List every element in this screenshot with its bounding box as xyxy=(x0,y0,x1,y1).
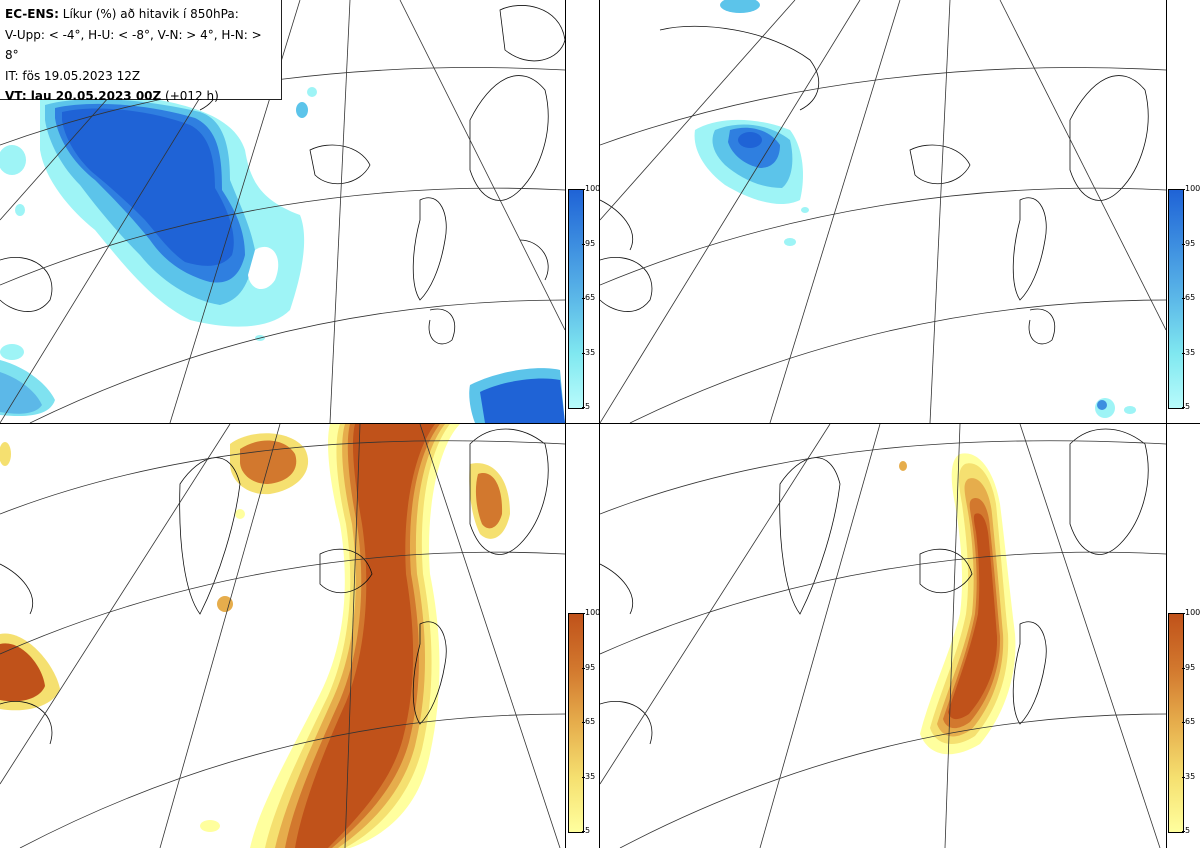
probability-field xyxy=(694,0,1136,418)
colorbar-tick-label: 5 xyxy=(1185,402,1191,411)
valid-time-line: VT: lau 20.05.2023 00Z (+012 h) xyxy=(5,86,276,107)
colorbar-segment xyxy=(569,353,583,408)
colorbar-tick-label: 35 xyxy=(585,347,596,357)
coastlines xyxy=(600,428,1149,745)
colorbar-segment xyxy=(1169,190,1183,245)
graticule xyxy=(0,424,565,848)
colorbar-tick-label: 100 xyxy=(585,184,601,193)
map-panel-warm-plus4 xyxy=(0,424,565,848)
colorbar-tick xyxy=(1182,722,1185,723)
colorbar-tick xyxy=(582,189,585,190)
probability-field xyxy=(0,424,510,848)
panel-divider xyxy=(599,0,600,848)
map-svg xyxy=(600,424,1166,848)
colorbar-tick xyxy=(1182,667,1185,669)
valid-time: VT: lau 20.05.2023 00Z xyxy=(5,89,162,103)
colorbar-tick-label: 100 xyxy=(1185,608,1200,617)
probability-field xyxy=(899,453,1016,755)
threshold-line: V-Upp: < -4°, H-U: < -8°, V-N: > 4°, H-N… xyxy=(5,27,262,63)
colorbar-tick-label: 65 xyxy=(585,717,596,726)
colorbar-gradient xyxy=(1168,613,1184,833)
panel-divider xyxy=(565,0,566,848)
colorbar-tick xyxy=(1182,407,1185,408)
map-panel-warm-plus8 xyxy=(600,424,1166,848)
graticule xyxy=(600,424,1166,848)
map-svg xyxy=(0,424,565,848)
colorbar-tick xyxy=(1182,352,1185,354)
colorbar-segment xyxy=(569,777,583,832)
colorbar-segment xyxy=(1169,614,1183,669)
colorbar-tick xyxy=(1182,243,1185,245)
colorbar-tick xyxy=(1182,613,1185,614)
colorbar-segment xyxy=(1169,668,1183,723)
colorbar-tick xyxy=(1182,831,1185,832)
panel-divider-horizontal xyxy=(0,423,1200,424)
forecast-info-box: EC-ENS: Líkur (%) að hitavik í 850hPa: V… xyxy=(0,0,282,103)
colorbar-tick xyxy=(582,776,585,778)
panel-divider xyxy=(1166,0,1167,848)
colorbar-tick-label: 35 xyxy=(585,771,596,781)
colorbar-gradient xyxy=(568,613,584,833)
colorbar-segment xyxy=(569,299,583,354)
colorbar-gradient xyxy=(1168,189,1184,409)
colorbar-segment xyxy=(569,723,583,778)
coastlines xyxy=(600,25,1149,345)
colorbar-tick-label: 65 xyxy=(1185,293,1196,302)
map-svg xyxy=(600,0,1166,423)
colorbar-segment xyxy=(1169,299,1183,354)
colorbar-tick xyxy=(1182,776,1185,778)
colorbar-tick-label: 35 xyxy=(1185,347,1196,357)
colorbar-segment xyxy=(1169,777,1183,832)
colorbar-tick xyxy=(582,243,585,245)
product-name: EC-ENS: xyxy=(5,7,59,21)
colorbar-tick-label: 95 xyxy=(1185,662,1196,672)
map-panel-cold-minus4 xyxy=(0,0,565,423)
colorbar-tick-label: 35 xyxy=(1185,771,1196,781)
colorbar-tick xyxy=(1182,298,1185,299)
colorbar-segment xyxy=(1169,353,1183,408)
colorbar-tick xyxy=(582,613,585,614)
colorbar-tick-label: 100 xyxy=(585,608,601,617)
colorbar-segment xyxy=(569,190,583,245)
colorbar-tick xyxy=(1182,189,1185,190)
map-panel-cold-minus8 xyxy=(600,0,1166,423)
colorbar-segment xyxy=(1169,723,1183,778)
map-svg xyxy=(0,0,565,423)
colorbar-tick xyxy=(582,831,585,832)
colorbar-tick-label: 65 xyxy=(1185,717,1196,726)
colorbar-tick xyxy=(582,407,585,408)
colorbar-tick-label: 65 xyxy=(585,293,596,302)
graticule xyxy=(600,0,1166,423)
colorbar-tick xyxy=(582,298,585,299)
colorbar-segment xyxy=(569,614,583,669)
colorbar-gradient xyxy=(568,189,584,409)
product-description: Líkur (%) að hitavik í 850hPa: xyxy=(58,7,239,21)
colorbar-tick-label: 95 xyxy=(1185,238,1196,248)
colorbar-tick xyxy=(582,667,585,669)
colorbar-tick-label: 95 xyxy=(585,662,596,672)
colorbar-tick-label: 5 xyxy=(585,826,591,835)
colorbar-tick-label: 95 xyxy=(585,238,596,248)
title-line: EC-ENS: Líkur (%) að hitavik í 850hPa: xyxy=(5,4,276,25)
colorbar-tick-label: 100 xyxy=(1185,184,1200,193)
colorbar-segment xyxy=(569,244,583,299)
colorbar-segment xyxy=(1169,244,1183,299)
colorbar-tick xyxy=(582,352,585,354)
colorbar-tick xyxy=(582,722,585,723)
init-time: IT: fös 19.05.2023 12Z xyxy=(5,68,141,83)
colorbar-segment xyxy=(569,668,583,723)
colorbar-tick-label: 5 xyxy=(585,402,591,411)
probability-field xyxy=(0,87,565,423)
colorbar-tick-label: 5 xyxy=(1185,826,1191,835)
lead-time: (+012 h) xyxy=(161,89,219,103)
